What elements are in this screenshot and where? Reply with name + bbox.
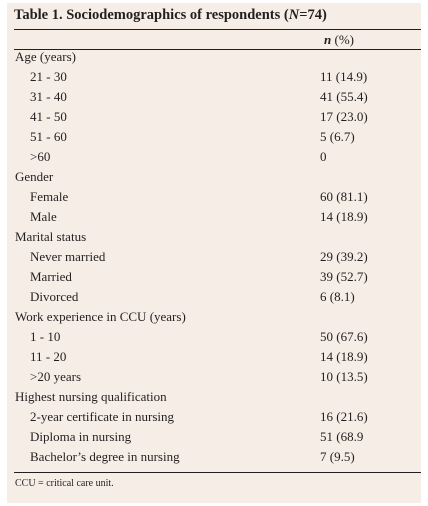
- table-row: 1 - 10 50 (67.6): [7, 327, 421, 347]
- row-value: 7 (9.5): [320, 449, 355, 464]
- row-label: Divorced: [30, 289, 79, 304]
- table-row: 11 - 20 14 (18.9): [7, 347, 421, 367]
- table-row: 51 - 60 5 (6.7): [7, 127, 421, 147]
- row-value: 0: [320, 149, 327, 164]
- table-row: 2-year certificate in nursing 16 (21.6): [7, 407, 421, 427]
- table-row: 21 - 30 11 (14.9): [7, 67, 421, 87]
- section-label: Work experience in CCU (years): [15, 309, 186, 324]
- row-label: 21 - 30: [30, 69, 67, 84]
- row-label: 1 - 10: [30, 329, 61, 344]
- row-label: Bachelor’s degree in nursing: [30, 449, 180, 464]
- row-label: 51 - 60: [30, 129, 67, 144]
- row-value: 41 (55.4): [320, 89, 368, 104]
- section-label: Gender: [15, 169, 54, 184]
- table-panel: Table 1. Sociodemographics of respondent…: [7, 3, 421, 503]
- table-row: Married 39 (52.7): [7, 267, 421, 287]
- column-header-n-pct: n (%): [324, 32, 354, 48]
- row-label: Never married: [30, 249, 106, 264]
- caption-prefix: Table 1. Sociodemographics of respondent…: [14, 7, 289, 23]
- row-value: 60 (81.1): [320, 189, 368, 204]
- table-row: 31 - 40 41 (55.4): [7, 87, 421, 107]
- table-section-row: Marital status: [7, 227, 421, 247]
- row-value: 14 (18.9): [320, 209, 368, 224]
- table-row: Diploma in nursing 51 (68.9: [7, 427, 421, 447]
- row-value: 10 (13.5): [320, 369, 368, 384]
- row-label: 2-year certificate in nursing: [30, 409, 175, 424]
- table-row: Divorced 6 (8.1): [7, 287, 421, 307]
- table-row: 41 - 50 17 (23.0): [7, 107, 421, 127]
- row-value: 39 (52.7): [320, 269, 368, 284]
- row-value: 17 (23.0): [320, 109, 368, 124]
- table-section-row: Gender: [7, 167, 421, 187]
- bottom-rule: [14, 472, 421, 473]
- table-section-row: Work experience in CCU (years): [7, 307, 421, 327]
- row-value: 29 (39.2): [320, 249, 368, 264]
- row-label: 31 - 40: [30, 89, 67, 104]
- section-label: Highest nursing qualification: [15, 389, 167, 404]
- row-label: Married: [30, 269, 72, 284]
- row-value: 14 (18.9): [320, 349, 368, 364]
- top-rule: [14, 29, 421, 30]
- row-label: 11 - 20: [30, 349, 67, 364]
- table-row: >20 years 10 (13.5): [7, 367, 421, 387]
- row-label: Female: [30, 189, 69, 204]
- table-section-row: Age (years): [7, 47, 421, 67]
- table-footnote: CCU = critical care unit.: [15, 478, 114, 489]
- section-label: Age (years): [15, 49, 76, 64]
- table-caption: Table 1. Sociodemographics of respondent…: [14, 6, 327, 24]
- table-row: Bachelor’s degree in nursing 7 (9.5): [7, 447, 421, 467]
- table-row: Female 60 (81.1): [7, 187, 421, 207]
- header-rule: [14, 49, 421, 50]
- row-label: >60: [30, 149, 51, 164]
- row-label: Diploma in nursing: [30, 429, 132, 444]
- column-header-n: n: [324, 32, 332, 47]
- row-label: >20 years: [30, 369, 82, 384]
- row-label: 41 - 50: [30, 109, 67, 124]
- row-value: 16 (21.6): [320, 409, 368, 424]
- row-label: Male: [30, 209, 57, 224]
- caption-suffix: =74): [299, 7, 327, 23]
- section-label: Marital status: [15, 229, 87, 244]
- row-value: 6 (8.1): [320, 289, 355, 304]
- table-row: Male 14 (18.9): [7, 207, 421, 227]
- caption-n: N: [288, 7, 300, 23]
- row-value: 51 (68.9: [320, 429, 364, 444]
- row-value: 50 (67.6): [320, 329, 368, 344]
- row-value: 5 (6.7): [320, 129, 355, 144]
- row-value: 11 (14.9): [320, 69, 368, 84]
- column-header-pct: (%): [331, 32, 354, 47]
- table-row: Never married 29 (39.2): [7, 247, 421, 267]
- table-row: >60 0: [7, 147, 421, 167]
- table-section-row: Highest nursing qualification: [7, 387, 421, 407]
